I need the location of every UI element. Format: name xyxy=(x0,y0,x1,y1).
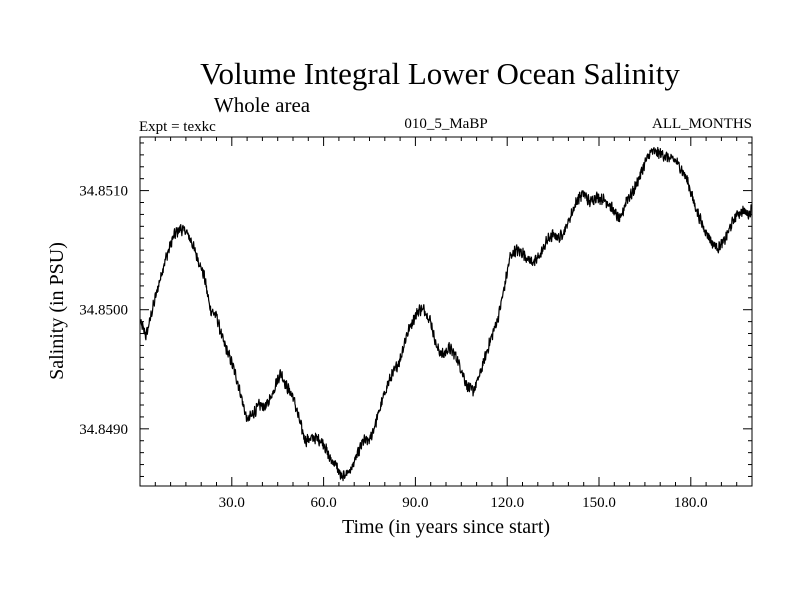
x-tick-label: 60.0 xyxy=(310,495,336,511)
run-id-label: 010_5_MaBP xyxy=(404,116,487,132)
experiment-label: Expt = texkc xyxy=(139,119,216,135)
x-tick-label: 180.0 xyxy=(674,495,708,511)
plot-frame xyxy=(139,136,753,487)
y-axis-tick-labels: 34.8490 34.8500 34.8510 xyxy=(79,184,128,438)
x-axis-label: Time (in years since start) xyxy=(342,516,550,538)
y-axis-label: Salinity (in PSU) xyxy=(46,242,68,380)
y-tick-label: 34.8500 xyxy=(79,303,128,319)
x-axis-tick-labels: 30.0 60.0 90.0 120.0 150.0 180.0 xyxy=(219,495,708,511)
salinity-series-line xyxy=(140,146,752,482)
x-tick-label: 30.0 xyxy=(219,495,245,511)
chart-title: Volume Integral Lower Ocean Salinity xyxy=(200,56,680,91)
x-tick-label: 150.0 xyxy=(582,495,616,511)
x-axis-ticks xyxy=(139,137,753,486)
y-tick-label: 34.8490 xyxy=(79,422,128,438)
x-tick-label: 120.0 xyxy=(490,495,524,511)
x-tick-label: 90.0 xyxy=(402,495,428,511)
y-tick-label: 34.8510 xyxy=(79,184,128,200)
months-label: ALL_MONTHS xyxy=(652,116,752,132)
chart-subtitle: Whole area xyxy=(214,93,311,117)
y-axis-ticks xyxy=(140,142,752,477)
